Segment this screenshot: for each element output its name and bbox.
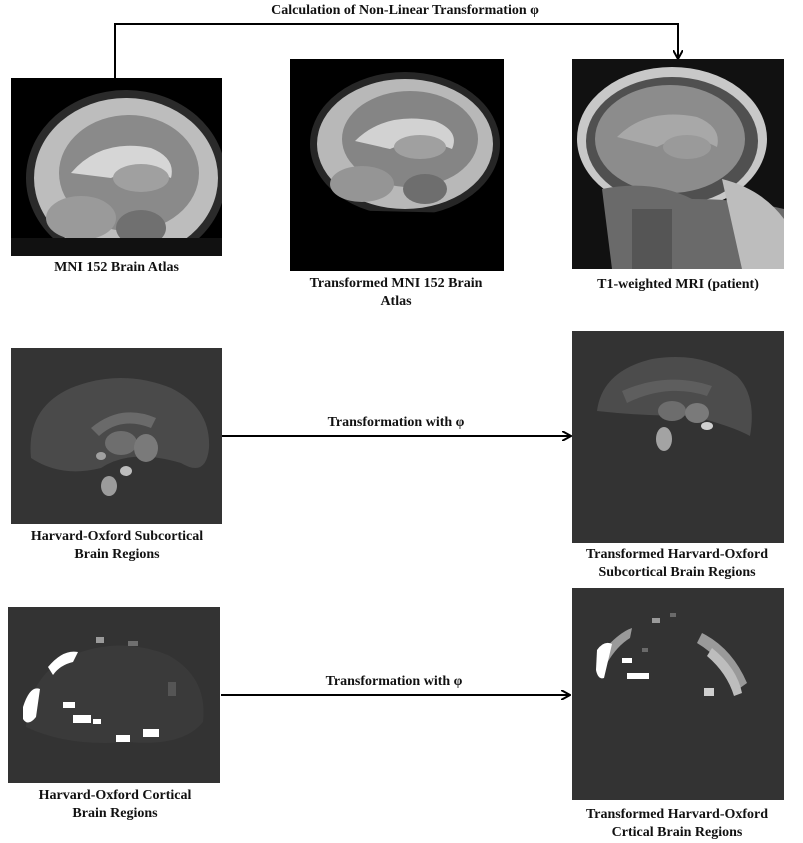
subcortical-arrow-label: Transformation with φ xyxy=(327,415,465,430)
transformed-cortical-caption-line1: Transformed Harvard-Oxford xyxy=(585,807,769,822)
cortical-arrow-label: Transformation with φ xyxy=(325,674,463,689)
transformed-subcortical-image xyxy=(572,331,784,543)
top-label: Calculation of Non-Linear Transformation… xyxy=(271,3,539,18)
patient-mri-caption: T1-weighted MRI (patient) xyxy=(597,277,759,292)
patient-mri-image xyxy=(572,59,784,269)
transformed-mni-caption-line1: Transformed MNI 152 Brain xyxy=(309,276,483,291)
mni-atlas-image xyxy=(11,78,222,256)
cortical-regions-image xyxy=(8,607,220,783)
subcortical-caption-line1: Harvard-Oxford Subcortical xyxy=(30,529,204,544)
transformed-subcortical-caption-line1: Transformed Harvard-Oxford xyxy=(585,547,769,562)
transformed-cortical-caption-line2: Crtical Brain Regions xyxy=(611,825,743,840)
transformed-cortical-image xyxy=(572,588,784,800)
mni-atlas-caption: MNI 152 Brain Atlas xyxy=(54,260,179,275)
cortical-caption-line1: Harvard-Oxford Cortical xyxy=(38,788,192,803)
transformed-subcortical-caption-line2: Subcortical Brain Regions xyxy=(598,565,756,580)
cortical-caption-line2: Brain Regions xyxy=(72,806,158,821)
transformed-mni-caption-line2: Atlas xyxy=(380,294,412,309)
subcortical-regions-image xyxy=(11,348,222,524)
transformed-mni-image xyxy=(290,59,504,271)
subcortical-caption-line2: Brain Regions xyxy=(74,547,160,562)
